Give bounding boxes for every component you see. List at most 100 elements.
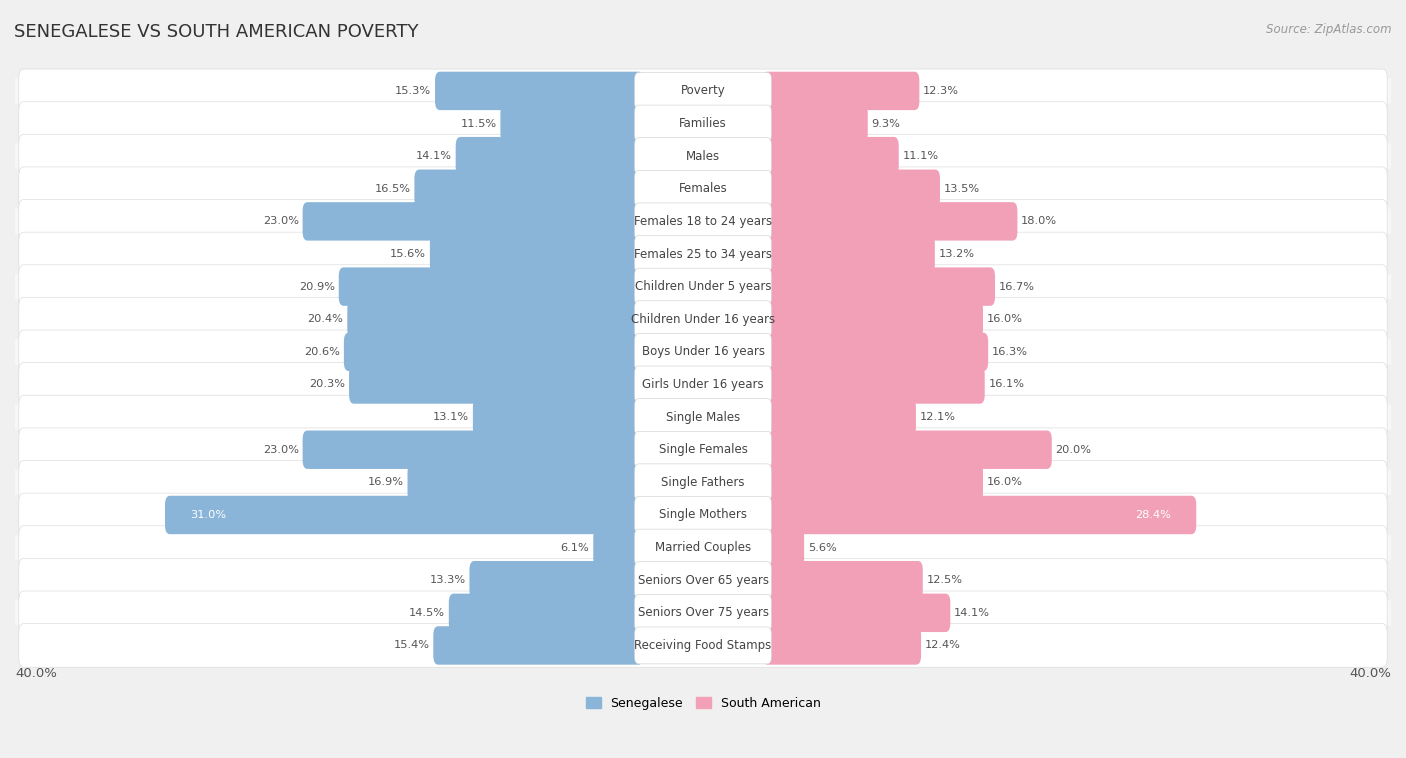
- FancyBboxPatch shape: [434, 72, 644, 110]
- Text: 23.0%: 23.0%: [263, 216, 299, 227]
- Text: Girls Under 16 years: Girls Under 16 years: [643, 378, 763, 391]
- FancyBboxPatch shape: [15, 241, 1391, 267]
- Text: 40.0%: 40.0%: [1350, 667, 1391, 680]
- FancyBboxPatch shape: [18, 134, 1388, 178]
- FancyBboxPatch shape: [18, 591, 1388, 634]
- FancyBboxPatch shape: [408, 463, 644, 502]
- FancyBboxPatch shape: [762, 496, 1197, 534]
- Text: Males: Males: [686, 149, 720, 163]
- FancyBboxPatch shape: [762, 268, 995, 305]
- FancyBboxPatch shape: [415, 170, 644, 208]
- Text: 16.1%: 16.1%: [988, 380, 1025, 390]
- FancyBboxPatch shape: [634, 105, 772, 142]
- FancyBboxPatch shape: [762, 300, 983, 339]
- FancyBboxPatch shape: [18, 167, 1388, 211]
- FancyBboxPatch shape: [634, 73, 772, 109]
- FancyBboxPatch shape: [472, 398, 644, 437]
- Text: 14.1%: 14.1%: [416, 151, 451, 161]
- FancyBboxPatch shape: [302, 431, 644, 469]
- FancyBboxPatch shape: [762, 561, 922, 600]
- Text: 20.3%: 20.3%: [309, 380, 346, 390]
- Text: Poverty: Poverty: [681, 84, 725, 97]
- Text: 16.5%: 16.5%: [374, 183, 411, 194]
- FancyBboxPatch shape: [430, 235, 644, 273]
- FancyBboxPatch shape: [762, 463, 983, 502]
- FancyBboxPatch shape: [762, 626, 921, 665]
- FancyBboxPatch shape: [634, 529, 772, 566]
- FancyBboxPatch shape: [347, 300, 644, 339]
- FancyBboxPatch shape: [302, 202, 644, 240]
- Text: 13.3%: 13.3%: [429, 575, 465, 585]
- Text: 15.3%: 15.3%: [395, 86, 432, 96]
- FancyBboxPatch shape: [15, 176, 1391, 202]
- Text: Females 18 to 24 years: Females 18 to 24 years: [634, 215, 772, 228]
- FancyBboxPatch shape: [762, 202, 1018, 240]
- FancyBboxPatch shape: [15, 208, 1391, 234]
- Text: 28.4%: 28.4%: [1135, 510, 1171, 520]
- Text: Single Males: Single Males: [666, 411, 740, 424]
- FancyBboxPatch shape: [762, 528, 804, 567]
- Text: 12.1%: 12.1%: [920, 412, 956, 422]
- FancyBboxPatch shape: [501, 105, 644, 143]
- Text: Source: ZipAtlas.com: Source: ZipAtlas.com: [1267, 23, 1392, 36]
- FancyBboxPatch shape: [18, 330, 1388, 374]
- Text: 11.5%: 11.5%: [461, 118, 496, 129]
- Legend: Senegalese, South American: Senegalese, South American: [581, 691, 825, 715]
- FancyBboxPatch shape: [18, 297, 1388, 341]
- Text: Females 25 to 34 years: Females 25 to 34 years: [634, 248, 772, 261]
- Text: Single Mothers: Single Mothers: [659, 509, 747, 522]
- Text: Single Fathers: Single Fathers: [661, 476, 745, 489]
- FancyBboxPatch shape: [634, 496, 772, 534]
- Text: 12.3%: 12.3%: [924, 86, 959, 96]
- FancyBboxPatch shape: [433, 626, 644, 665]
- Text: 15.6%: 15.6%: [389, 249, 426, 259]
- FancyBboxPatch shape: [15, 143, 1391, 169]
- FancyBboxPatch shape: [349, 365, 644, 404]
- Text: 16.0%: 16.0%: [987, 478, 1022, 487]
- FancyBboxPatch shape: [762, 72, 920, 110]
- FancyBboxPatch shape: [634, 171, 772, 207]
- Text: Seniors Over 75 years: Seniors Over 75 years: [637, 606, 769, 619]
- Text: Receiving Food Stamps: Receiving Food Stamps: [634, 639, 772, 652]
- FancyBboxPatch shape: [634, 138, 772, 174]
- FancyBboxPatch shape: [634, 627, 772, 664]
- FancyBboxPatch shape: [762, 365, 984, 404]
- FancyBboxPatch shape: [634, 464, 772, 501]
- Text: 14.1%: 14.1%: [955, 608, 990, 618]
- FancyBboxPatch shape: [18, 559, 1388, 602]
- FancyBboxPatch shape: [634, 594, 772, 631]
- FancyBboxPatch shape: [18, 428, 1388, 471]
- Text: 5.6%: 5.6%: [808, 543, 837, 553]
- FancyBboxPatch shape: [634, 334, 772, 371]
- Text: 31.0%: 31.0%: [190, 510, 226, 520]
- FancyBboxPatch shape: [634, 366, 772, 403]
- Text: Females: Females: [679, 182, 727, 196]
- FancyBboxPatch shape: [15, 470, 1391, 495]
- FancyBboxPatch shape: [634, 268, 772, 305]
- FancyBboxPatch shape: [15, 404, 1391, 430]
- Text: 20.6%: 20.6%: [304, 347, 340, 357]
- FancyBboxPatch shape: [165, 496, 644, 534]
- Text: 12.5%: 12.5%: [927, 575, 963, 585]
- Text: 20.0%: 20.0%: [1056, 445, 1091, 455]
- FancyBboxPatch shape: [15, 633, 1391, 658]
- Text: 23.0%: 23.0%: [263, 445, 299, 455]
- FancyBboxPatch shape: [18, 69, 1388, 113]
- FancyBboxPatch shape: [634, 562, 772, 599]
- Text: 11.1%: 11.1%: [903, 151, 939, 161]
- FancyBboxPatch shape: [344, 333, 644, 371]
- Text: 15.4%: 15.4%: [394, 641, 429, 650]
- FancyBboxPatch shape: [762, 105, 868, 143]
- FancyBboxPatch shape: [762, 398, 915, 437]
- FancyBboxPatch shape: [634, 431, 772, 468]
- FancyBboxPatch shape: [18, 493, 1388, 537]
- Text: 6.1%: 6.1%: [561, 543, 589, 553]
- FancyBboxPatch shape: [18, 395, 1388, 439]
- FancyBboxPatch shape: [634, 236, 772, 272]
- Text: 20.4%: 20.4%: [308, 315, 343, 324]
- Text: 12.4%: 12.4%: [925, 641, 960, 650]
- Text: 18.0%: 18.0%: [1021, 216, 1057, 227]
- Text: 16.3%: 16.3%: [993, 347, 1028, 357]
- Text: Single Females: Single Females: [658, 443, 748, 456]
- FancyBboxPatch shape: [634, 301, 772, 338]
